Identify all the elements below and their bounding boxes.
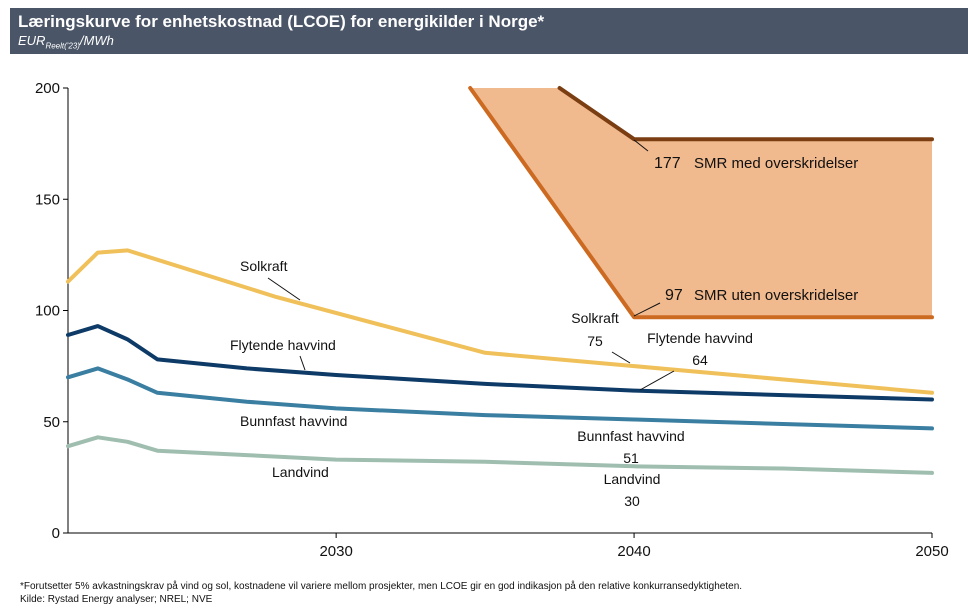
label-bunnfast-havvind: Bunnfast havvind: [240, 413, 347, 429]
smr-band-area: [470, 88, 932, 318]
footnote: *Forutsetter 5% avkastningskrav på vind …: [20, 581, 743, 592]
chart-header: Læringskurve for enhetskostnad (LCOE) fo…: [10, 8, 968, 54]
chart-footer: *Forutsetter 5% avkastningskrav på vind …: [20, 580, 960, 606]
callout-solkraft-name: Solkraft: [571, 310, 619, 326]
series-line-smr-uten-overskridelser: [468, 86, 934, 320]
leader-solkraft: [267, 277, 301, 301]
callout-flytende-value: 64: [692, 352, 708, 368]
y-tick-label-200: 200: [35, 80, 60, 97]
unit-tail: /MWh: [79, 33, 114, 48]
label-flytende-havvind: Flytende havvind: [230, 337, 336, 353]
callout-bunnfast-value: 51: [623, 450, 639, 466]
source-note: Kilde: Rystad Energy analyser; NREL; NVE: [20, 594, 213, 605]
x-tick-label-2040: 2040: [617, 543, 650, 560]
series-line-flytende-havvind: [66, 324, 934, 402]
callout-landvind-name: Landvind: [604, 471, 661, 487]
y-tick-label-100: 100: [35, 303, 60, 320]
series-line-smr-med-overskridelser: [557, 86, 934, 142]
smr-high-value: 177: [654, 155, 681, 172]
series-line-solkraft: [66, 248, 934, 395]
y-tick-label-50: 50: [43, 414, 60, 431]
callout-bunnfast-name: Bunnfast havvind: [577, 428, 684, 444]
leader-solkraft-2040: [611, 351, 631, 364]
leader-flytende-2040: [639, 370, 675, 391]
callout-solkraft-value: 75: [587, 333, 603, 349]
series-line-landvind: [66, 435, 934, 475]
smr-low-label: SMR uten overskridelser: [694, 287, 858, 304]
chart-title: Læringskurve for enhetskostnad (LCOE) fo…: [18, 12, 545, 31]
y-tick-label-0: 0: [52, 525, 60, 542]
label-landvind: Landvind: [272, 464, 329, 480]
leader-smr-low: [633, 302, 661, 317]
leader-flytende-havvind: [299, 355, 306, 371]
unit-main: EUR: [18, 33, 46, 48]
callout-flytende-name: Flytende havvind: [647, 330, 753, 346]
smr-high-label: SMR med overskridelser: [694, 155, 858, 172]
lcoe-line-chart: 0 50 100 150 200 2030 2040 2050 Solkraft Flytende…: [35, 80, 949, 560]
chart-unit: EURReelt('23)/MWh: [18, 32, 960, 56]
leader-smr-high: [633, 139, 649, 152]
label-solkraft: Solkraft: [240, 258, 288, 274]
unit-sub: Reelt('23): [45, 41, 80, 51]
x-tick-label-2050: 2050: [915, 543, 948, 560]
callout-landvind-value: 30: [624, 493, 640, 509]
smr-low-value: 97: [665, 287, 683, 304]
x-tick-label-2030: 2030: [319, 543, 352, 560]
y-tick-label-150: 150: [35, 191, 60, 208]
series-line-bunnfast-havvind: [66, 366, 934, 431]
